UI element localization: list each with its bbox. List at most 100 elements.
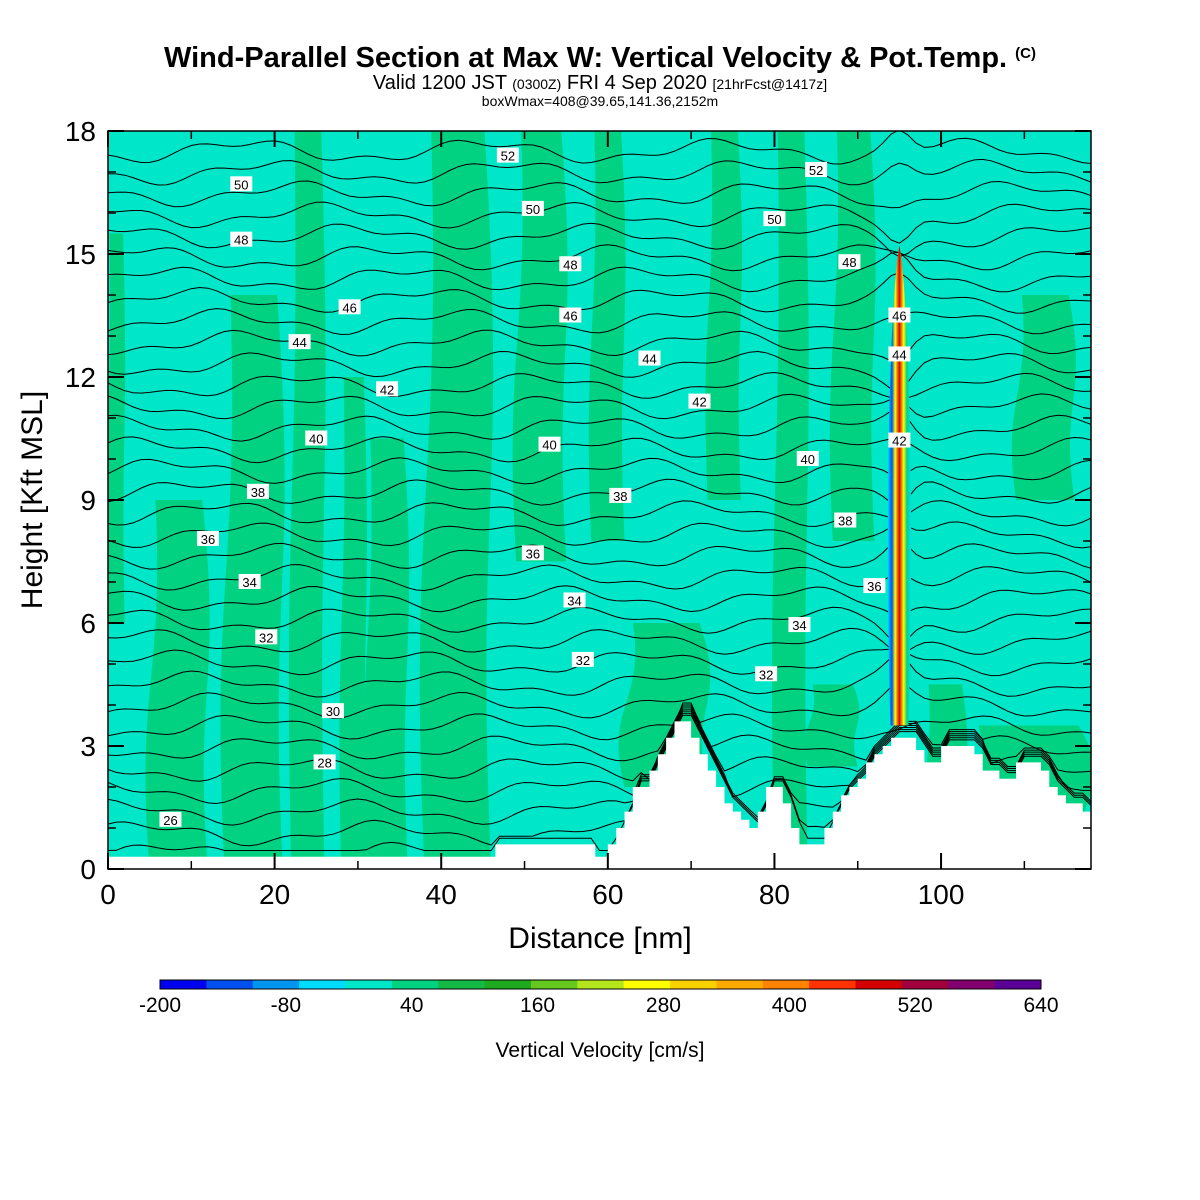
isentrope-label: 32 [755,666,778,682]
isentrope-0 [108,714,1091,851]
isentrope-7 [108,682,1091,719]
isentrope-label: 40 [538,436,561,453]
updraft-core [887,245,912,726]
isentrope-label-bg [159,811,182,827]
field-band-1 [145,500,210,869]
colorbar: -200 -80 40 160 280 400 520 640 [139,979,1059,1017]
isentrope-28 [108,244,1091,272]
isentrope-label-bg [521,200,544,216]
colorbar-swatch [809,980,857,989]
colorbar-frame [159,979,1042,990]
x-tick-label: 0 [100,879,116,910]
isentrope-label: 46 [338,299,361,315]
isentrope-label: 40 [305,430,328,447]
isentrope-label-text: 52 [809,163,823,178]
isentrope-label: 34 [788,617,811,633]
isentrope-label-bg [888,307,911,323]
isentrope-label-text: 50 [526,202,540,217]
field-band-12 [804,684,860,767]
isentrope-label-text: 32 [759,667,773,682]
x-tick-label: 80 [759,879,790,910]
field-band-11 [772,131,809,869]
isentrope-label-text: 40 [309,432,323,447]
isentrope-label-text: 44 [642,352,656,367]
isentrope-label-bg [788,617,811,633]
isentrope-26 [108,272,1091,314]
isentrope-label: 28 [313,754,336,770]
isentrope-label-bg [496,147,519,163]
isentrope-label: 50 [763,211,786,227]
isentrope-label: 36 [521,545,544,561]
isentrope-2 [108,710,1091,826]
isentrope-19 [108,436,1091,464]
isentrope-label-text: 30 [326,704,340,719]
isentrope-23 [108,350,1091,391]
isentrope-label: 48 [559,256,582,272]
isentrope-label-text: 44 [892,347,906,362]
isentrope-29 [108,222,1091,258]
field-band-8 [588,131,626,541]
isentrope-label-bg [888,432,911,448]
colorbar-swatch [948,980,996,989]
potential-temperature-contours [108,131,1091,851]
isentrope-5 [108,704,1091,762]
zulu-time: (0300Z) [512,76,562,92]
field-band-13 [829,131,876,541]
isentrope-label-bg [563,592,586,608]
isentrope-label-bg [805,161,828,177]
isentrope-label-bg [376,381,399,397]
isentrope-label: 50 [521,200,544,217]
isentrope-14 [108,539,1091,570]
isentrope-label-text: 34 [567,593,581,608]
isentrope-label: 38 [246,483,269,500]
isentrope-8 [108,654,1091,698]
chart-title-text: Wind-Parallel Section at Max W: Vertical… [163,42,1008,74]
isentrope-label-text: 36 [526,546,540,561]
isentrope-label-bg [755,666,778,682]
isentrope-label-text: 46 [892,309,906,324]
isentrope-label: 36 [863,578,886,594]
isentrope-27 [108,251,1091,293]
isentrope-label-text: 44 [292,335,306,350]
field-band-0 [108,233,126,623]
isentrope-24 [108,329,1091,362]
isentrope-label-text: 34 [242,575,256,590]
colorbar-swatch [855,980,903,989]
x-tick-label: 100 [918,879,965,910]
box-max-info: boxWmax=408@39.65,141.36,2152m [481,93,719,109]
isentrope-label: 50 [230,176,253,192]
y-tick-label: 12 [65,362,96,393]
isentrope-1 [108,712,1091,847]
isentrope-label-text: 46 [563,309,577,324]
isentrope-label: 48 [838,254,861,270]
colorbar-tick-label: 160 [520,994,555,1017]
isentrope-label-bg [246,483,269,499]
valid-date: FRI 4 Sep 2020 [566,72,707,94]
isentrope-32 [108,158,1091,186]
isentrope-label-bg [230,231,253,247]
isentrope-label-text: 28 [317,755,331,770]
isentrope-label-text: 48 [234,233,248,248]
isentrope-label-bg [763,211,786,227]
isentrope-label-bg [313,754,336,770]
isentrope-label: 32 [255,629,278,645]
isentrope-31 [108,180,1091,209]
isentrope-label-text: 40 [801,452,815,467]
isentrope-label: 34 [563,592,586,608]
isentrope-label: 42 [888,432,911,449]
x-axis-label: Distance [nm] [508,922,691,955]
field-band-6 [419,131,494,869]
colorbar-swatch [716,980,764,989]
isentrope-label-bg [863,578,886,594]
colorbar-swatch [994,980,1042,989]
isentrope-label-bg [338,299,361,315]
colorbar-tick-label: 400 [772,994,807,1017]
isentrope-label-bg [559,307,582,323]
y-tick-label: 3 [80,731,96,762]
isentrope-label: 38 [609,487,632,504]
colorbar-swatch [670,980,717,989]
isentrope-label-text: 38 [251,485,265,500]
isentrope-label-bg [559,256,582,272]
isentrope-17 [108,478,1091,506]
x-tick-label: 40 [426,879,457,910]
